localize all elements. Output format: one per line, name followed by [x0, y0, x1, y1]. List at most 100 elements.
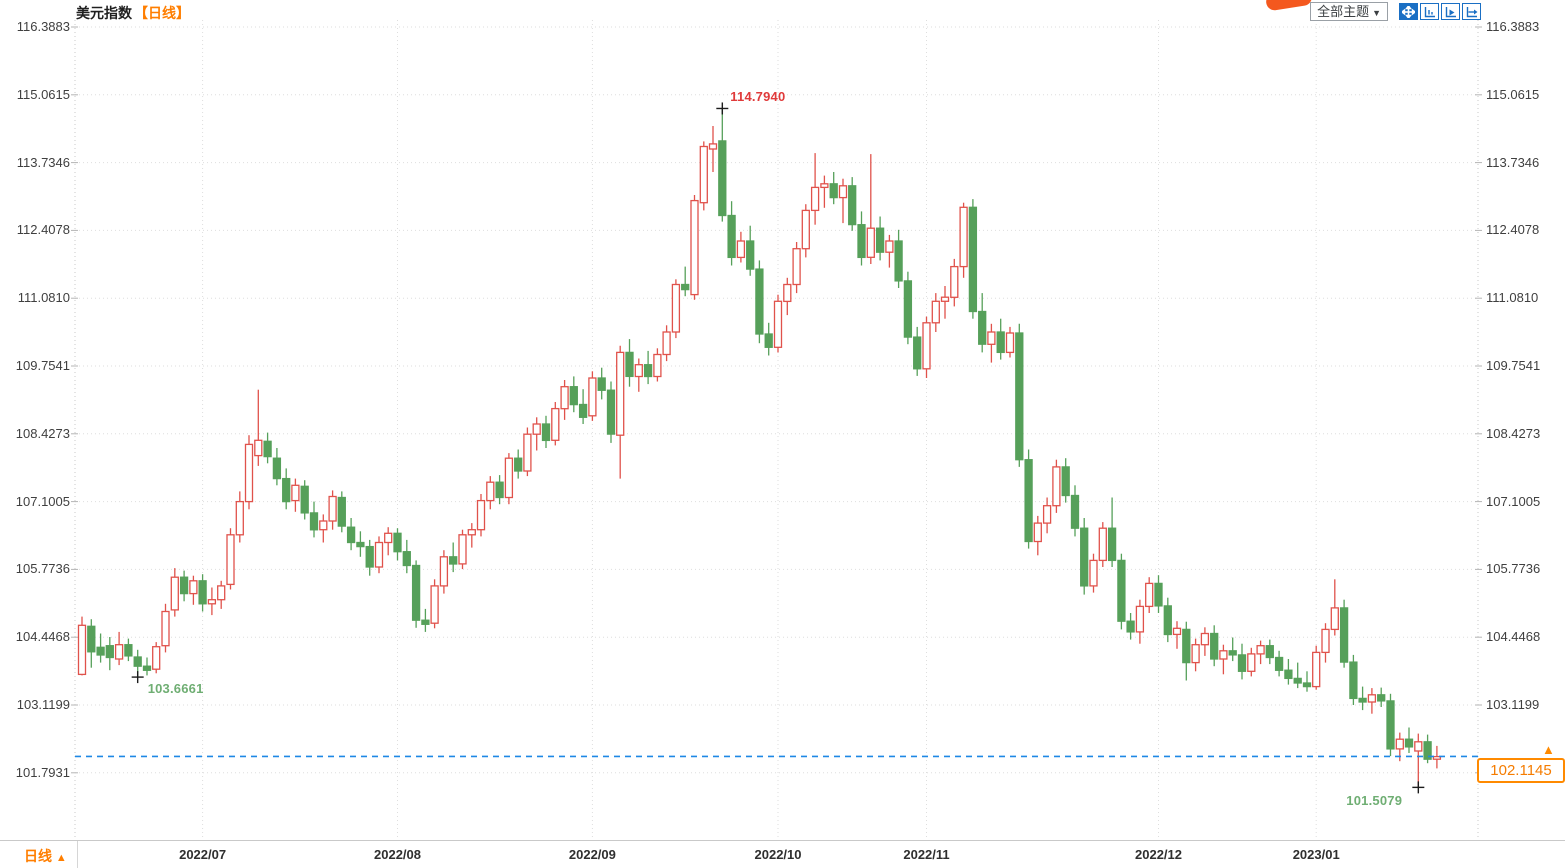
- theme-dropdown[interactable]: 全部主题 ▼: [1310, 2, 1388, 21]
- candle-body: [551, 407, 560, 441]
- candle-body: [1052, 466, 1061, 507]
- candle-body: [875, 227, 885, 253]
- y-axis-label: 109.7541: [15, 358, 70, 373]
- extreme-marker-icon: [716, 102, 729, 115]
- candle-body: [718, 140, 727, 217]
- candle-body: [282, 477, 291, 503]
- candle-body: [1015, 332, 1024, 461]
- shift-right-icon[interactable]: [1462, 3, 1481, 20]
- candle-body: [1432, 755, 1442, 760]
- candle-body: [1200, 632, 1210, 646]
- candle-body: [1349, 661, 1358, 700]
- candle-body: [1210, 632, 1219, 660]
- candle-body: [374, 541, 384, 568]
- candle-body: [384, 532, 393, 544]
- candle-body: [1191, 644, 1200, 664]
- candle-body: [968, 206, 978, 313]
- candle-body: [439, 556, 449, 587]
- triangle-up-icon: ▲: [55, 852, 67, 864]
- candle-body: [1386, 700, 1395, 750]
- candle-body: [634, 364, 643, 378]
- candle-body: [931, 300, 940, 324]
- candle-body: [1237, 654, 1247, 672]
- candle-body: [597, 377, 606, 391]
- candle-body: [838, 185, 848, 199]
- candle-body: [142, 665, 152, 671]
- candle-body: [1404, 738, 1414, 748]
- candle-body: [1126, 620, 1135, 633]
- candle-body: [588, 377, 597, 417]
- chart-title: 美元指数 【日线】: [76, 3, 190, 23]
- y-axis-label: 108.4273: [15, 425, 70, 441]
- candle-body: [272, 457, 282, 480]
- candle-body: [365, 545, 374, 568]
- candle-body: [940, 296, 950, 302]
- candle-body: [1061, 466, 1070, 497]
- candle-body: [1182, 628, 1191, 664]
- candle-body: [476, 499, 486, 531]
- candle-body: [773, 300, 783, 348]
- candle-body: [124, 644, 133, 657]
- candle-body: [77, 624, 87, 676]
- candle-body: [161, 610, 170, 647]
- candle-body: [1033, 522, 1042, 543]
- candle-body: [504, 457, 514, 499]
- candle-body: [866, 227, 875, 258]
- candle-body: [913, 336, 922, 370]
- candle-body: [226, 534, 235, 586]
- theme-dropdown-label: 全部主题: [1317, 4, 1370, 19]
- y-axis-label: 115.0615: [16, 86, 70, 102]
- candle-body: [421, 619, 430, 625]
- y-axis-label: 103.1199: [1486, 697, 1540, 712]
- fit-axis-icon[interactable]: [1420, 3, 1439, 20]
- candle-body: [1256, 645, 1265, 655]
- candle-body: [1228, 650, 1237, 656]
- price-tag-arrow-icon: ▲: [1542, 742, 1555, 758]
- candle-body: [653, 353, 662, 378]
- y-axis-label: 105.7736: [1486, 561, 1541, 577]
- candlestick-plot-area[interactable]: 116.3883 116.3883 115.0615 115.0615 113.7346…: [0, 0, 1565, 840]
- candle-body: [996, 331, 1005, 354]
- play-to-right-icon[interactable]: [1441, 3, 1460, 20]
- candle-body: [922, 322, 931, 370]
- candle-body: [170, 576, 179, 611]
- candle-body: [643, 364, 653, 378]
- candle-body: [152, 646, 161, 670]
- y-axis-label: 107.1005: [15, 493, 70, 509]
- candle-body: [1321, 628, 1330, 654]
- candle-body: [1423, 741, 1432, 760]
- candle-body: [987, 331, 996, 345]
- candle-body: [681, 283, 690, 291]
- candle-body: [87, 625, 96, 653]
- candle-body: [959, 206, 968, 268]
- y-axis-label: 111.0810: [1486, 290, 1539, 306]
- y-axis-label: 104.4468: [1486, 629, 1541, 645]
- candle-body: [783, 283, 792, 303]
- candle-body: [328, 495, 337, 522]
- y-axis-label: 101.7931: [15, 764, 70, 780]
- candle-body: [820, 183, 829, 189]
- candle-body: [514, 457, 523, 472]
- candle-body: [105, 645, 114, 659]
- candle-body: [903, 280, 913, 338]
- candle-body: [699, 145, 708, 204]
- y-axis-label: 112.4078: [16, 222, 70, 238]
- candle-body: [606, 389, 616, 435]
- candle-body: [1024, 459, 1033, 543]
- candle-body: [1107, 527, 1117, 562]
- period-selector[interactable]: 日线 ▲: [24, 846, 67, 866]
- candle-body: [495, 481, 504, 499]
- y-axis-label: 111.0810: [17, 290, 70, 306]
- candle-body: [755, 268, 764, 335]
- candle-body: [625, 351, 634, 378]
- chart-tool-icons: [1397, 3, 1481, 20]
- candle-body: [263, 440, 272, 458]
- candle-body: [235, 500, 244, 536]
- candle-body: [801, 209, 810, 250]
- y-axis-label: 109.7541: [1486, 358, 1541, 373]
- pan-move-icon[interactable]: [1399, 3, 1418, 20]
- candle-body: [133, 656, 142, 667]
- candle-body: [541, 423, 551, 442]
- candle-body: [291, 484, 300, 502]
- candle-body: [1339, 607, 1349, 663]
